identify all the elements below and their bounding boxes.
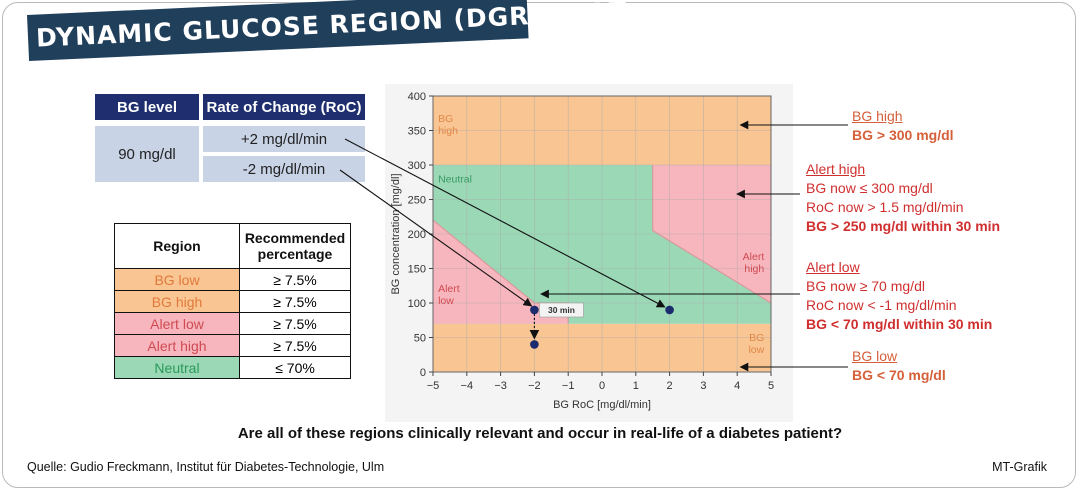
- region-label-bg-low: low: [748, 344, 764, 356]
- y-tick-label: 200: [408, 229, 426, 241]
- annotation-rule: BG > 300 mg/dl: [852, 127, 954, 143]
- x-tick-label: −1: [562, 380, 575, 392]
- y-tick-label: 400: [408, 91, 426, 103]
- annotation-line: BG now ≥ 70 mg/dl: [806, 278, 925, 294]
- percentage-cell: ≥ 7.5%: [239, 334, 351, 357]
- percentage-cell: ≤ 70%: [239, 356, 351, 379]
- region-label-neutral: Neutral: [438, 173, 472, 185]
- table-row: BG high ≥ 7.5%: [114, 290, 351, 313]
- percentage-cell: ≥ 7.5%: [239, 268, 351, 291]
- x-tick-label: 2: [667, 380, 673, 392]
- annotation-rule: BG > 250 mg/dl within 30 min: [806, 218, 1001, 234]
- annotation-rule: BG < 70 mg/dl: [852, 367, 946, 383]
- annotation-alert-low: Alert low BG now ≥ 70 mg/dl RoC now < -1…: [806, 258, 992, 334]
- bg-level-header: BG level: [95, 94, 199, 120]
- region-label-bg-low: BG: [749, 332, 764, 344]
- y-tick-label: 100: [408, 298, 426, 310]
- x-tick-label: −4: [461, 380, 474, 392]
- data-point: [665, 305, 674, 315]
- y-tick-label: 350: [408, 126, 426, 138]
- question-caption: Are all of these regions clinically rele…: [237, 425, 843, 442]
- table-row: Alert low ≥ 7.5%: [114, 312, 351, 335]
- x-tick-label: 1: [633, 380, 639, 392]
- annotation-alert-high: Alert high BG now ≤ 300 mg/dl RoC now > …: [806, 160, 1000, 236]
- bg-value-cell: 90 mg/dl: [95, 126, 199, 182]
- y-tick-label: 0: [420, 367, 426, 379]
- roc-down-arrow: [339, 169, 533, 307]
- region-label-bg-high: BG: [438, 113, 453, 125]
- annotation-line: RoC now < -1 mg/dl/min: [806, 297, 957, 313]
- table-row: Neutral ≤ 70%: [114, 356, 351, 379]
- x-tick-label: 5: [768, 380, 774, 392]
- y-tick-label: 50: [414, 333, 426, 345]
- roc-down-cell: -2 mg/dl/min: [203, 156, 365, 182]
- x-tick-label: 0: [599, 380, 605, 392]
- x-tick-label: −5: [427, 380, 440, 392]
- annotation-head: Alert high: [806, 161, 866, 177]
- annotation-head: BG high: [852, 108, 903, 124]
- x-tick-label: 4: [734, 380, 740, 392]
- region-header: Region: [114, 223, 240, 269]
- annotation-head: Alert low: [806, 259, 860, 275]
- annotation-rule: BG < 70 mg/dl within 30 min: [806, 316, 993, 332]
- time-label-box: [539, 302, 584, 318]
- graphic-credit: MT-Grafik: [992, 460, 1047, 474]
- x-axis-label: BG RoC [mg/dl/min]: [553, 399, 651, 411]
- annotation-bg-low: BG low BG < 70 mg/dl: [852, 347, 946, 385]
- percentage-header: Recommended percentage: [239, 223, 351, 269]
- y-tick-label: 150: [408, 264, 426, 276]
- region-cell: BG low: [114, 268, 240, 291]
- x-tick-label: −3: [494, 380, 507, 392]
- roc-up-cell: +2 mg/dl/min: [203, 126, 365, 152]
- alert-high-boundary: [652, 165, 772, 304]
- y-tick-label: 300: [408, 160, 426, 172]
- x-tick-label: −2: [528, 380, 541, 392]
- region-label-alert-low: Alert: [438, 283, 460, 295]
- time-label: 30 min: [548, 305, 575, 315]
- source-credit: Quelle: Gudio Freckmann, Institut für Di…: [27, 460, 385, 474]
- y-tick-label: 250: [408, 195, 426, 207]
- data-point: [530, 305, 539, 315]
- roc-up-arrow: [344, 138, 666, 308]
- percentage-cell: ≥ 7.5%: [239, 312, 351, 335]
- annotation-bg-high: BG high BG > 300 mg/dl: [852, 107, 954, 145]
- annotation-line: BG now ≤ 300 mg/dl: [806, 180, 933, 196]
- region-cell: BG high: [114, 290, 240, 313]
- x-tick-label: 3: [700, 380, 706, 392]
- table-row: BG low ≥ 7.5%: [114, 268, 351, 291]
- region-label-alert-high: high: [744, 263, 764, 275]
- y-axis-label: BG concentration [mg/dl]: [390, 173, 402, 294]
- region-label-alert-low: low: [438, 295, 454, 307]
- roc-header: Rate of Change (RoC): [203, 94, 365, 120]
- region-cell: Alert low: [114, 312, 240, 335]
- region-label-bg-high: high: [438, 125, 458, 137]
- annotation-head: BG low: [852, 348, 898, 364]
- region-label-alert-high: Alert: [743, 251, 765, 263]
- data-point: [530, 340, 539, 349]
- annotation-line: RoC now > 1.5 mg/dl/min: [806, 199, 964, 215]
- region-table: Region Recommended percentage BG low ≥ 7…: [114, 223, 351, 379]
